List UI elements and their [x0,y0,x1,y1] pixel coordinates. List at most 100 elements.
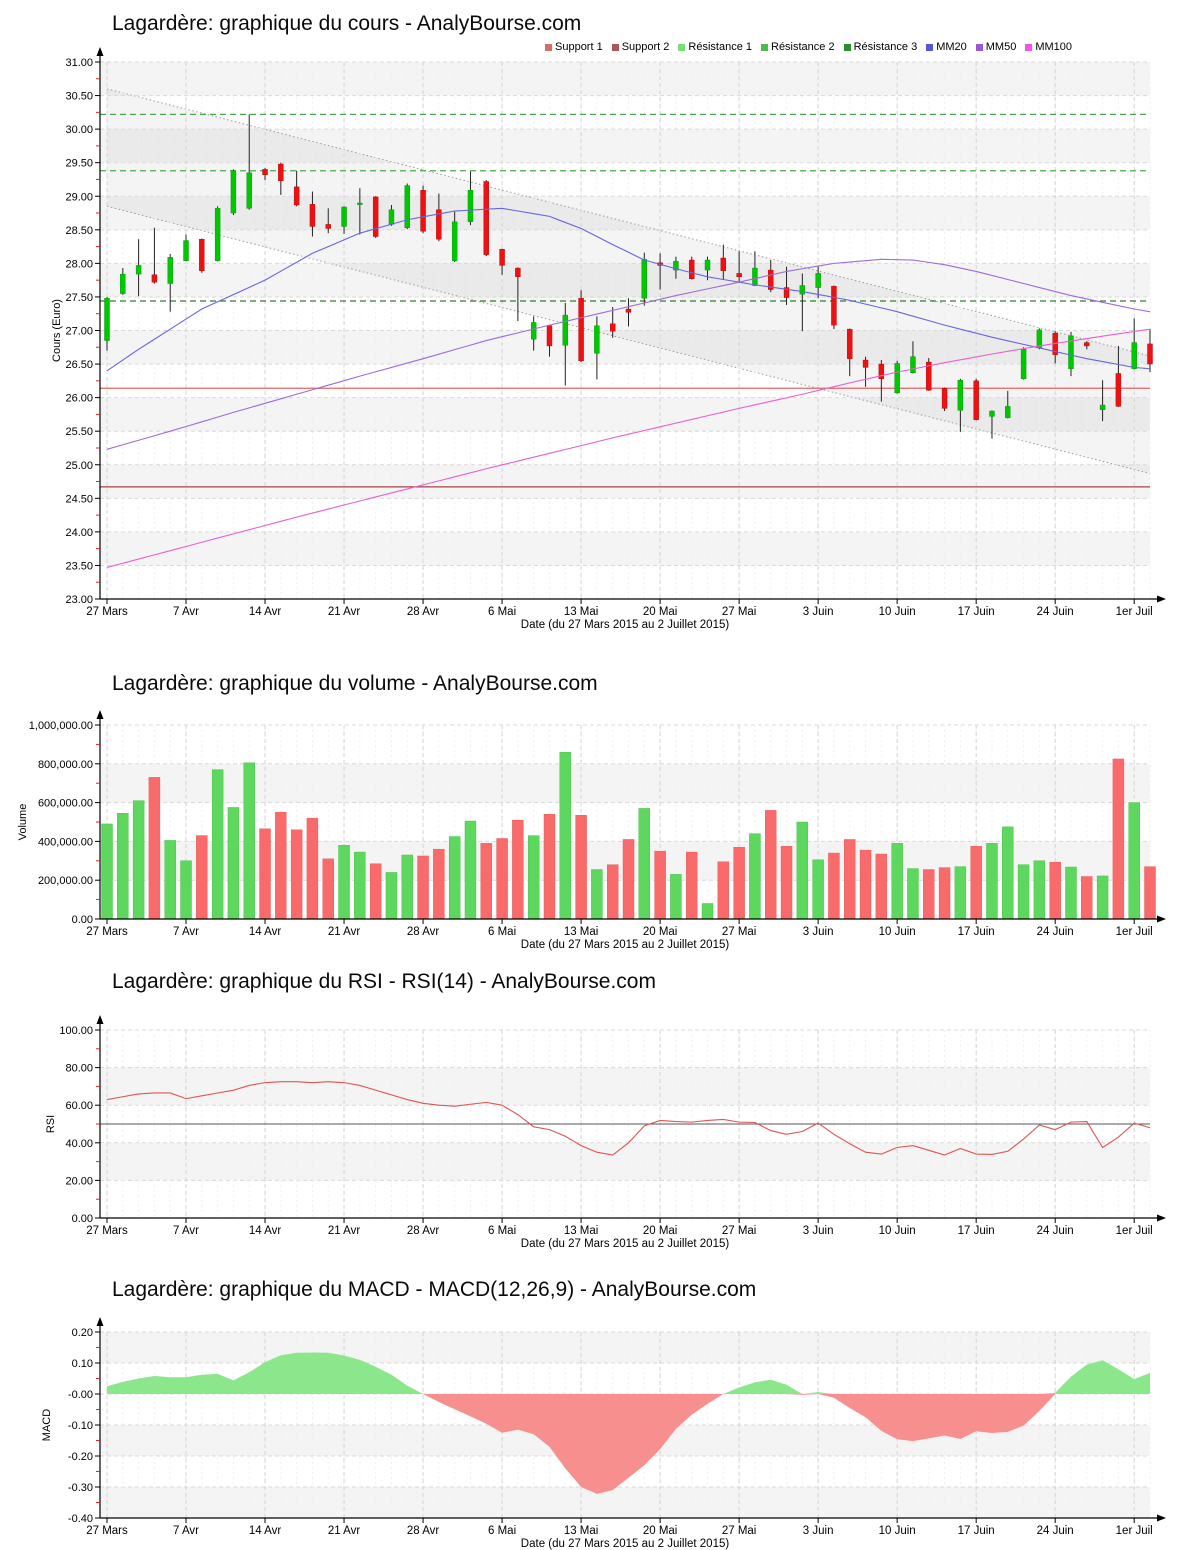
svg-text:21 Avr: 21 Avr [328,606,361,618]
rsi-line [106,1081,1151,1156]
legend-item: Résistance 2 [761,41,835,53]
svg-text:28 Avr: 28 Avr [407,926,440,938]
svg-text:23.00: 23.00 [65,594,93,606]
svg-text:25.50: 25.50 [65,426,93,438]
candle [910,356,916,373]
svg-text:24.00: 24.00 [65,527,93,539]
svg-text:27 Mars: 27 Mars [86,606,128,618]
candle [625,308,632,313]
svg-text:13 Mai: 13 Mai [564,606,599,618]
legend-swatch-icon [545,43,552,51]
candle [262,169,268,175]
volume-bar [1112,758,1125,920]
volume-bar [401,854,413,920]
candle [499,249,505,266]
volume-bar [211,769,224,920]
svg-text:28.50: 28.50 [65,225,93,237]
svg-text:21 Avr: 21 Avr [328,926,361,938]
volume-bar [575,815,587,920]
candle [341,206,347,227]
volume-bar [417,855,429,920]
volume-bar [986,843,998,920]
volume-bar [970,846,982,920]
volume-chart-title: Lagardère: graphique du volume - AnalyBo… [112,672,598,695]
volume-bar [148,777,161,920]
ma-line-mm100 [106,328,1151,568]
candle [1131,342,1137,369]
svg-text:0.00: 0.00 [72,1213,93,1225]
svg-text:29.00: 29.00 [65,191,93,203]
candle [578,298,584,361]
svg-text:1er Juil: 1er Juil [1116,1225,1153,1237]
svg-text:24 Juin: 24 Juin [1037,1225,1074,1237]
volume-bar [686,851,698,920]
axes: 23.00 23.50 24.00 24.50 25.00 25.50 26.00 26.50… [51,47,1166,631]
macd-chart-title: Lagardère: graphique du MACD - MACD(12,2… [112,1278,757,1301]
svg-text:RSI: RSI [45,1115,57,1133]
candle [467,190,474,222]
candle [894,363,900,394]
volume-bar [733,847,745,920]
volume-bar [243,762,255,920]
macd-negative-area [107,1394,1150,1494]
axes: -0.40 -0.30 -0.20 -0.10 -0.00 0.10 0.20 27 Mars… [41,1317,1166,1550]
volume-bar [1017,864,1030,920]
legend-swatch-icon [761,43,768,51]
candle [926,361,932,391]
svg-text:80.00: 80.00 [65,1063,93,1075]
candle [420,190,426,232]
candle [736,273,742,278]
volume-bar [828,852,840,920]
svg-text:31.00: 31.00 [65,57,93,69]
x-axis-arrow-icon [1157,1214,1166,1222]
volume-bar [1065,866,1077,920]
price-chart-legend: Support 1 Support 2 Résistance 1 Résistance… [545,41,1072,53]
rsi-chart-title: Lagardère: graphique du RSI - RSI(14) - … [112,970,656,993]
candle [530,322,537,340]
candle [357,202,363,205]
svg-text:28 Avr: 28 Avr [407,1525,440,1537]
svg-text:10 Juin: 10 Juin [879,1225,916,1237]
svg-text:1,000,000.00: 1,000,000.00 [29,720,93,732]
candle [689,259,695,280]
svg-text:17 Juin: 17 Juin [958,1225,995,1237]
candle [957,379,964,411]
candle [815,273,821,288]
svg-text:27 Mai: 27 Mai [722,1525,757,1537]
volume-bar [338,845,350,920]
volume-bar [543,814,556,920]
candle [230,170,237,214]
svg-text:3 Juin: 3 Juin [803,1225,834,1237]
volume-bar [891,843,903,920]
candle [609,323,616,332]
volume-bar [117,813,129,920]
svg-text:1er Juil: 1er Juil [1116,1525,1153,1537]
legend-swatch-icon [678,43,686,51]
volume-bar [385,872,398,920]
legend-item: Résistance 3 [843,41,917,53]
svg-text:13 Mai: 13 Mai [564,926,599,938]
legend-item: MM50 [975,41,1016,53]
svg-text:Date (du 27 Mars 2015 au 2 Jui: Date (du 27 Mars 2015 au 2 Juillet 2015) [521,619,730,631]
candle [372,196,379,237]
rsi-plot: 0.00 20.00 40.00 60.00 80.00 100.00 27 Mars 7 A… [45,1015,1166,1250]
candle [783,287,790,298]
candle [1147,343,1153,365]
volume-bar [559,751,571,920]
svg-text:14 Avr: 14 Avr [249,1225,282,1237]
volume-bar [591,869,603,920]
volume-bar [606,864,619,920]
ma-line-mm50 [106,258,1151,450]
volume-bar [938,867,951,920]
volume-bar [527,835,540,920]
svg-text:24 Juin: 24 Juin [1037,606,1074,618]
svg-text:600,000.00: 600,000.00 [38,798,93,810]
svg-text:21 Avr: 21 Avr [328,1525,361,1537]
svg-text:28 Avr: 28 Avr [407,1225,440,1237]
svg-text:29.50: 29.50 [65,158,93,170]
candle [862,359,869,368]
svg-text:28.00: 28.00 [65,258,93,270]
svg-text:1er Juil: 1er Juil [1116,606,1153,618]
volume-bar [448,836,461,920]
